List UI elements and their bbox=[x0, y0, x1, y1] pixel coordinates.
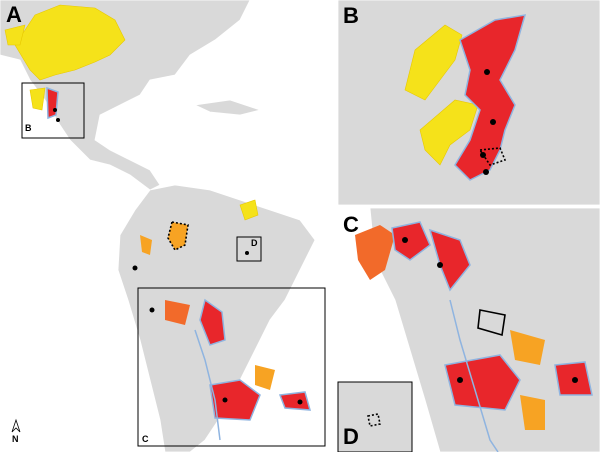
region-outline bbox=[478, 147, 507, 166]
site bbox=[149, 307, 155, 313]
affected-region bbox=[46, 86, 59, 120]
river bbox=[194, 329, 221, 441]
panel-a: B C D N A bbox=[0, 0, 326, 452]
inset-c-frame bbox=[137, 287, 326, 447]
affected-region bbox=[419, 99, 479, 166]
affected-region bbox=[520, 395, 545, 430]
panel-d: D bbox=[337, 381, 413, 452]
affected-region bbox=[510, 330, 545, 365]
site bbox=[437, 262, 443, 268]
site bbox=[53, 108, 57, 112]
inset-label: C bbox=[142, 434, 149, 444]
affected-region bbox=[14, 4, 126, 81]
panel-label: C bbox=[343, 212, 359, 237]
site bbox=[480, 152, 486, 158]
affected-region bbox=[454, 14, 527, 181]
panel-b: B bbox=[337, 0, 600, 206]
river bbox=[449, 299, 499, 452]
region-outline bbox=[367, 413, 381, 427]
caribbean bbox=[193, 99, 262, 116]
site bbox=[222, 397, 228, 403]
affected-region bbox=[168, 222, 188, 250]
site bbox=[483, 169, 489, 175]
panel-label: D bbox=[343, 424, 359, 449]
site bbox=[245, 251, 249, 255]
site bbox=[402, 237, 408, 243]
affected-region bbox=[209, 379, 261, 421]
affected-region bbox=[140, 235, 152, 255]
north-arrow bbox=[11, 418, 21, 433]
affected-region bbox=[165, 300, 190, 325]
affected-region bbox=[29, 87, 46, 111]
affected-region bbox=[255, 365, 275, 390]
site bbox=[490, 119, 496, 125]
panel-label: A bbox=[6, 2, 22, 27]
site bbox=[484, 69, 490, 75]
site bbox=[297, 399, 303, 405]
affected-region bbox=[355, 225, 395, 280]
affected-region bbox=[199, 298, 226, 346]
inset-label: B bbox=[25, 123, 32, 133]
site bbox=[56, 118, 60, 122]
affected-region bbox=[278, 391, 312, 411]
panel-d-frame bbox=[337, 381, 413, 452]
inset-d-frame bbox=[236, 236, 262, 262]
region-outline bbox=[167, 221, 189, 252]
north-label: N bbox=[12, 434, 19, 444]
panel-label: B bbox=[343, 3, 359, 28]
affected-region bbox=[391, 221, 431, 261]
affected-region bbox=[4, 24, 26, 46]
affected-region bbox=[444, 354, 521, 411]
inset-label: D bbox=[251, 238, 258, 248]
region-outline bbox=[477, 309, 506, 337]
affected-region bbox=[428, 228, 471, 292]
site bbox=[572, 377, 578, 383]
affected-region bbox=[239, 199, 259, 221]
inset-b-frame bbox=[21, 82, 85, 139]
site bbox=[132, 265, 138, 271]
affected-region bbox=[404, 24, 463, 101]
site bbox=[457, 377, 463, 383]
